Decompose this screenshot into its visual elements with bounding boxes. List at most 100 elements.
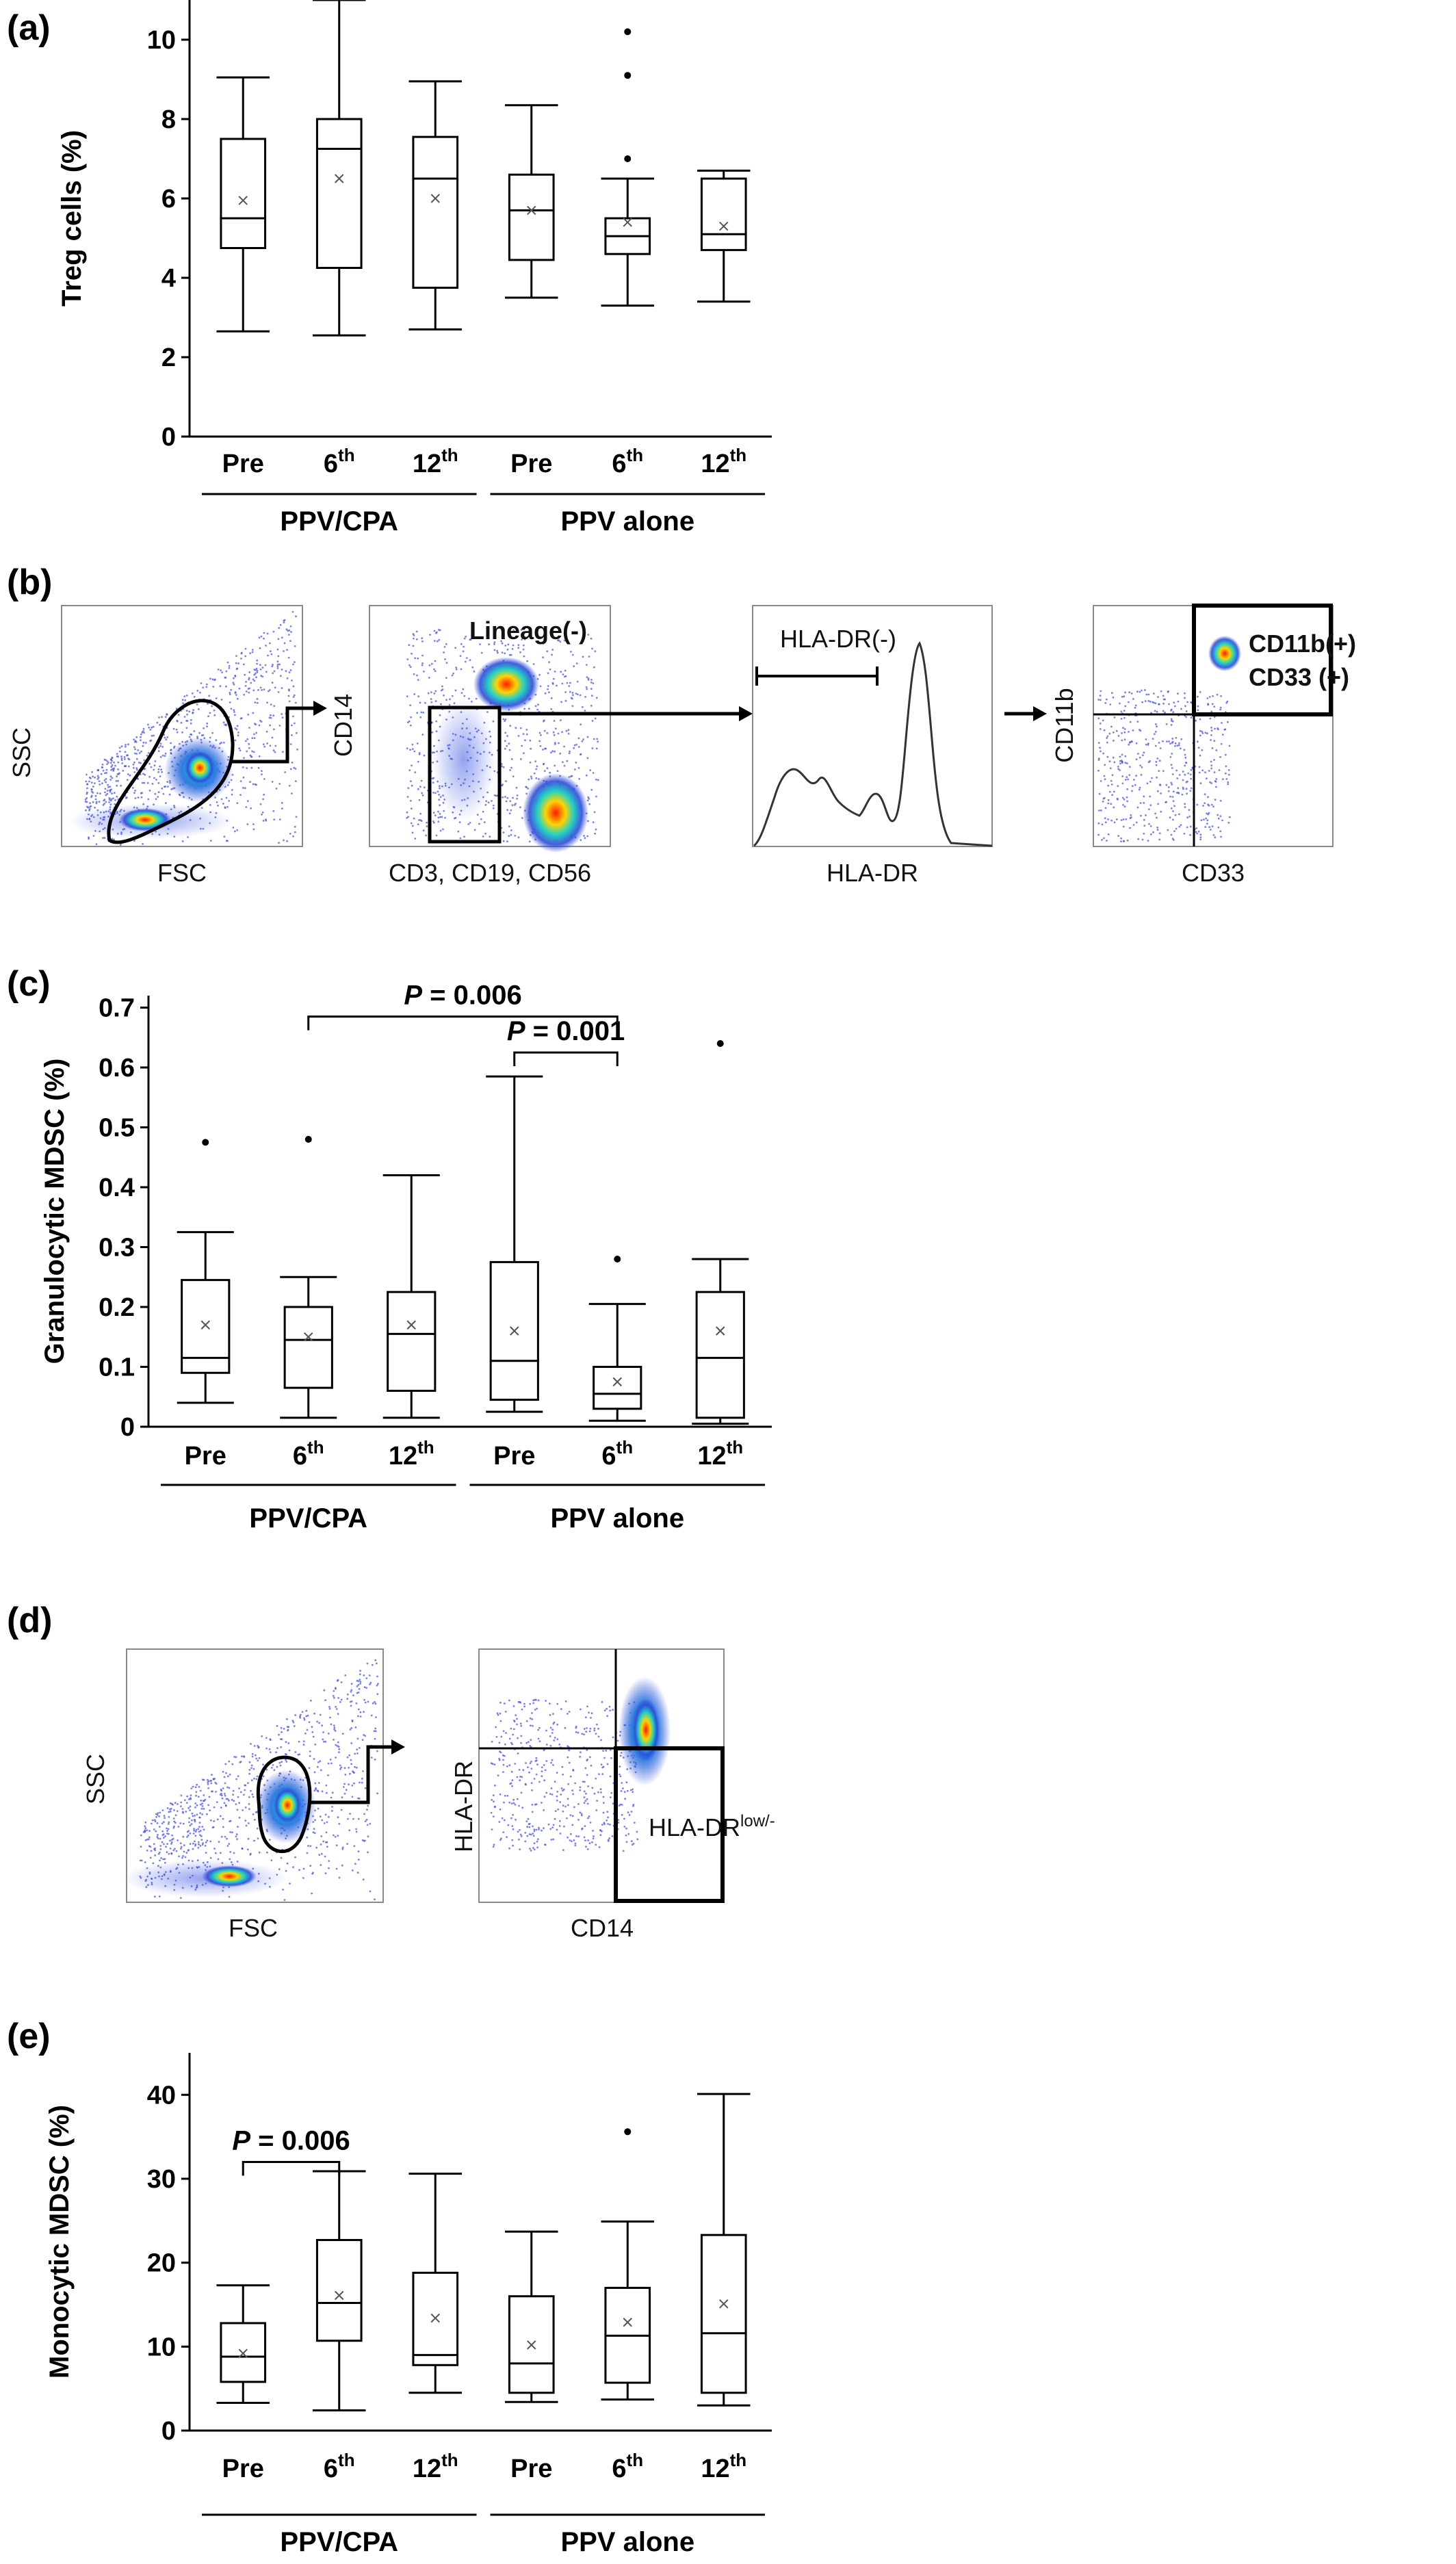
event-dot xyxy=(253,669,256,671)
event-dot xyxy=(508,1737,511,1740)
event-dot xyxy=(278,1761,281,1764)
event-dot xyxy=(602,1750,604,1752)
event-dot xyxy=(1149,804,1152,807)
event-dot xyxy=(341,1796,343,1799)
event-dot xyxy=(568,1749,571,1752)
event-dot xyxy=(225,685,227,688)
event-dot xyxy=(97,776,100,779)
event-dot xyxy=(572,1769,574,1771)
event-dot xyxy=(144,1827,147,1830)
flow-d2-ylabel: HLA-DR xyxy=(450,1761,478,1852)
event-dot xyxy=(1099,747,1101,749)
event-dot xyxy=(593,1835,595,1837)
event-dot xyxy=(514,1763,517,1765)
event-dot xyxy=(525,733,528,736)
event-dot xyxy=(224,1835,226,1838)
event-dot xyxy=(188,1821,190,1824)
event-dot xyxy=(578,777,581,780)
event-dot xyxy=(375,1716,377,1718)
event-dot xyxy=(248,1808,250,1811)
event-dot xyxy=(441,816,443,818)
event-dot xyxy=(250,1743,252,1745)
event-dot xyxy=(536,708,538,711)
event-dot xyxy=(524,1832,527,1834)
event-dot xyxy=(417,760,419,763)
event-dot xyxy=(527,1741,530,1744)
event-dot xyxy=(261,1735,263,1737)
event-dot xyxy=(227,1775,229,1778)
event-dot xyxy=(1221,722,1223,724)
event-dot xyxy=(96,775,99,777)
event-dot xyxy=(536,1846,538,1849)
event-dot xyxy=(244,740,247,742)
event-dot xyxy=(632,1791,634,1793)
event-dot xyxy=(583,1790,586,1793)
event-dot xyxy=(265,1747,268,1750)
flow-b3-gate-label: HLA-DR(-) xyxy=(780,625,896,653)
event-dot xyxy=(501,784,504,787)
event-dot xyxy=(126,779,129,781)
event-dot xyxy=(283,621,285,623)
event-dot xyxy=(520,758,522,760)
event-dot xyxy=(190,1794,192,1797)
event-dot xyxy=(157,750,160,752)
event-dot xyxy=(601,1824,603,1826)
event-dot xyxy=(107,784,109,786)
event-dot xyxy=(543,720,545,723)
event-dot xyxy=(1204,771,1206,774)
event-dot xyxy=(259,668,262,671)
event-dot xyxy=(251,1755,254,1758)
event-dot xyxy=(205,686,208,688)
event-dot xyxy=(346,1843,348,1846)
event-dot xyxy=(337,1741,339,1744)
event-dot xyxy=(509,800,512,803)
event-dot xyxy=(363,1674,365,1676)
event-dot xyxy=(584,837,586,840)
event-dot xyxy=(1104,764,1106,766)
event-dot xyxy=(250,1789,252,1792)
event-dot xyxy=(142,741,145,744)
event-dot xyxy=(270,1859,273,1862)
event-dot xyxy=(1106,741,1108,744)
event-dot xyxy=(414,838,417,840)
event-dot xyxy=(248,1769,251,1771)
box-5 xyxy=(697,2093,751,2407)
event-dot xyxy=(159,723,161,726)
event-dot xyxy=(337,1697,340,1699)
event-dot xyxy=(1120,840,1122,842)
event-dot xyxy=(96,769,99,771)
mean-marker xyxy=(719,2299,729,2309)
event-dot xyxy=(423,754,426,757)
event-dot xyxy=(1185,788,1188,790)
event-dot xyxy=(606,1819,608,1822)
event-dot xyxy=(564,675,566,678)
event-dot xyxy=(225,840,228,842)
event-dot xyxy=(105,772,108,774)
event-dot xyxy=(421,734,424,736)
event-dot xyxy=(154,1820,157,1823)
event-dot xyxy=(556,1772,558,1774)
event-dot xyxy=(606,1811,609,1813)
event-dot xyxy=(488,643,490,646)
event-dot xyxy=(510,1817,512,1820)
event-dot xyxy=(233,1852,235,1854)
event-dot xyxy=(324,1740,327,1743)
event-dot xyxy=(309,1750,311,1752)
event-dot xyxy=(590,788,593,791)
event-dot xyxy=(590,637,593,640)
event-dot xyxy=(528,778,530,781)
event-dot xyxy=(203,1828,205,1831)
event-dot xyxy=(413,634,415,636)
event-dot xyxy=(506,648,509,651)
event-dot xyxy=(206,1839,209,1842)
event-dot xyxy=(237,1796,239,1798)
event-dot xyxy=(1152,738,1154,740)
event-dot xyxy=(288,785,291,787)
event-dot xyxy=(217,669,220,671)
event-dot xyxy=(236,829,239,831)
event-dot xyxy=(606,1707,608,1710)
event-dot xyxy=(239,749,242,751)
event-dot xyxy=(1227,721,1229,723)
event-dot xyxy=(374,1737,376,1740)
event-dot xyxy=(287,1742,290,1744)
